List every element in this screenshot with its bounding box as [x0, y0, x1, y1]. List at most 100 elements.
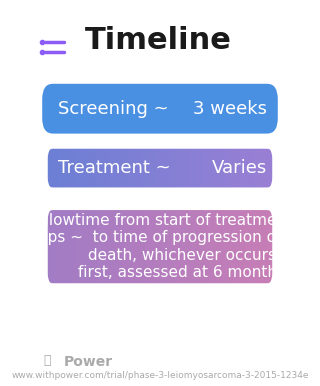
Bar — [243, 143, 246, 193]
Bar — [89, 205, 93, 289]
Bar — [60, 205, 63, 289]
Bar — [95, 143, 99, 193]
Text: www.withpower.com/trial/phase-3-leiomyosarcoma-3-2015-1234e: www.withpower.com/trial/phase-3-leiomyos… — [11, 371, 309, 379]
Bar — [72, 143, 75, 193]
Bar — [166, 143, 169, 193]
Bar — [234, 143, 237, 193]
Bar — [101, 143, 105, 193]
Bar — [210, 205, 213, 289]
FancyBboxPatch shape — [42, 143, 278, 193]
Bar — [131, 143, 134, 193]
Bar — [254, 205, 258, 289]
Bar — [251, 143, 255, 193]
Bar — [163, 205, 166, 289]
Bar — [54, 143, 58, 193]
Text: Treatment ~: Treatment ~ — [58, 159, 171, 177]
Bar — [122, 205, 125, 289]
Bar — [128, 143, 131, 193]
Bar — [119, 143, 122, 193]
Bar — [248, 143, 252, 193]
Bar — [201, 143, 205, 193]
Bar — [195, 143, 199, 193]
Bar — [116, 205, 119, 289]
Bar — [72, 205, 75, 289]
Bar — [192, 205, 196, 289]
Bar — [222, 205, 225, 289]
Bar — [154, 205, 157, 289]
Bar — [81, 143, 84, 193]
Bar — [272, 143, 276, 193]
Bar — [131, 205, 134, 289]
Text: ⛨: ⛨ — [44, 354, 51, 367]
Bar — [133, 143, 137, 193]
Bar — [275, 143, 278, 193]
Bar — [75, 143, 78, 193]
Bar — [107, 205, 110, 289]
Bar — [48, 205, 52, 289]
Bar — [189, 205, 193, 289]
Bar — [45, 205, 49, 289]
Bar — [128, 205, 131, 289]
Bar — [116, 143, 119, 193]
Bar — [57, 205, 60, 289]
Bar — [122, 143, 125, 193]
Bar — [234, 205, 237, 289]
Bar — [63, 143, 66, 193]
Bar — [151, 143, 155, 193]
Bar — [101, 205, 105, 289]
Bar — [216, 143, 220, 193]
Bar — [145, 143, 149, 193]
Bar — [198, 205, 202, 289]
Bar — [260, 205, 264, 289]
Bar — [51, 205, 54, 289]
Bar — [113, 143, 116, 193]
Bar — [219, 205, 222, 289]
Bar — [69, 143, 72, 193]
Bar — [140, 143, 143, 193]
Bar — [204, 143, 208, 193]
Bar — [228, 205, 231, 289]
Bar — [148, 205, 152, 289]
Bar — [187, 143, 190, 193]
Bar — [77, 205, 81, 289]
Text: Varies: Varies — [212, 159, 267, 177]
Bar — [213, 143, 217, 193]
Bar — [98, 143, 102, 193]
Bar — [151, 205, 155, 289]
Bar — [269, 143, 272, 193]
Bar — [231, 205, 234, 289]
Bar — [148, 143, 152, 193]
FancyBboxPatch shape — [42, 205, 278, 289]
Bar — [89, 143, 93, 193]
Bar — [133, 205, 137, 289]
Bar — [172, 143, 175, 193]
Bar — [272, 205, 276, 289]
Bar — [257, 143, 261, 193]
Bar — [125, 143, 128, 193]
Bar — [163, 143, 166, 193]
Bar — [84, 205, 87, 289]
Bar — [166, 205, 169, 289]
Bar — [239, 143, 243, 193]
Bar — [104, 205, 108, 289]
Bar — [201, 205, 205, 289]
Bar — [57, 143, 60, 193]
Bar — [207, 143, 211, 193]
Bar — [187, 205, 190, 289]
Bar — [251, 205, 255, 289]
Bar — [66, 143, 69, 193]
Bar — [175, 143, 178, 193]
Text: Power: Power — [64, 355, 113, 369]
Bar — [92, 143, 96, 193]
Bar — [184, 143, 187, 193]
Bar — [195, 205, 199, 289]
Bar — [236, 205, 240, 289]
Bar — [60, 143, 63, 193]
Bar — [175, 205, 178, 289]
Bar — [142, 143, 146, 193]
Bar — [98, 205, 102, 289]
Bar — [178, 143, 181, 193]
Bar — [263, 143, 267, 193]
Bar — [157, 205, 161, 289]
Bar — [245, 205, 249, 289]
